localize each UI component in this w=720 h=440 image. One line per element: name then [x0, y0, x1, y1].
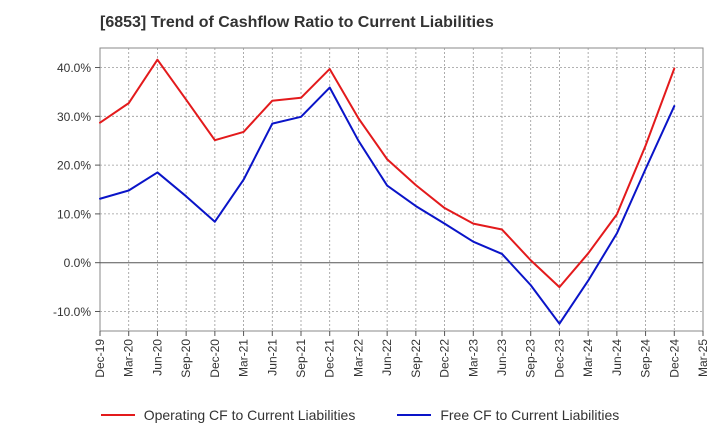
legend-swatch-operating-cf	[100, 414, 135, 416]
y-tick-label: 30.0%	[57, 110, 91, 124]
chart-legend: Operating CF to Current Liabilities Free…	[0, 403, 720, 427]
plot-area	[99, 47, 704, 332]
x-tick-label: Jun-23	[495, 339, 509, 376]
x-tick-label: Sep-20	[179, 339, 193, 378]
legend-label-free-cf: Free CF to Current Liabilities	[440, 407, 620, 423]
series-line-0	[99, 58, 676, 289]
chart-title: [6853] Trend of Cashflow Ratio to Curren…	[100, 14, 494, 31]
y-tick-label: 0.0%	[64, 256, 92, 270]
y-tick-label: 10.0%	[57, 207, 91, 221]
x-tick-label: Mar-23	[466, 339, 480, 377]
legend-label-operating-cf: Operating CF to Current Liabilities	[143, 407, 356, 423]
y-tick-label: 20.0%	[57, 159, 91, 173]
x-tick-label: Jun-20	[150, 339, 164, 376]
y-tick-label: 40.0%	[57, 61, 91, 75]
legend-swatch-free-cf	[397, 414, 432, 416]
x-tick-label: Mar-21	[237, 339, 251, 377]
x-tick-label: Dec-21	[323, 339, 337, 378]
x-tick-label: Mar-25	[696, 339, 710, 377]
x-tick-label: Jun-21	[265, 339, 279, 376]
x-tick-label: Dec-22	[438, 339, 452, 378]
x-tick-label: Sep-24	[639, 339, 653, 378]
x-tick-label: Sep-22	[409, 339, 423, 378]
x-tick-label: Dec-23	[552, 339, 566, 378]
x-tick-label: Mar-22	[351, 339, 365, 377]
x-tick-label: Dec-24	[667, 339, 681, 378]
x-tick-label: Jun-24	[610, 339, 624, 376]
legend-item-free-cf: Free CF to Current Liabilities	[397, 407, 619, 423]
x-tick-label: Mar-20	[122, 339, 136, 377]
x-tick-label: Sep-21	[294, 339, 308, 378]
x-tick-label: Mar-24	[581, 339, 595, 377]
series-line-1	[99, 86, 676, 325]
x-tick-label: Dec-19	[93, 339, 107, 378]
y-tick-label: -10.0%	[53, 305, 91, 319]
x-tick-label: Sep-23	[524, 339, 538, 378]
x-tick-label: Jun-22	[380, 339, 394, 376]
legend-item-operating-cf: Operating CF to Current Liabilities	[100, 407, 356, 423]
x-tick-label: Dec-20	[208, 339, 222, 378]
